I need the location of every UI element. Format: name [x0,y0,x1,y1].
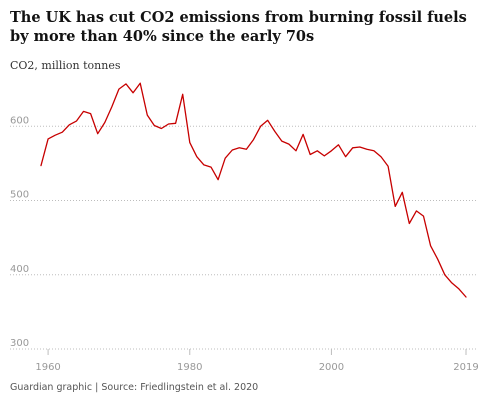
y-tick-label-500: 500 [10,190,29,201]
chart-title: The UK has cut CO2 emissions from burnin… [10,9,467,45]
x-tick-label-1980: 1980 [177,362,202,373]
source-credit: Guardian graphic | Source: Friedlingstei… [10,382,259,393]
x-axis-ticks: 1960 1980 2000 2019 [35,349,479,373]
gridlines [10,125,478,350]
y-axis-tick-labels: 300 400 500 600 [10,115,29,349]
x-tick-label-1960: 1960 [35,362,60,373]
co2-emissions-line [40,82,467,298]
x-tick-label-2019: 2019 [453,362,478,373]
y-tick-label-300: 300 [10,338,29,349]
x-tick-label-2000: 2000 [319,362,344,373]
y-tick-label-400: 400 [10,264,29,275]
y-tick-label-600: 600 [10,115,29,126]
y-axis-unit-label: CO2, million tonnes [10,59,121,72]
series-layer [40,82,467,298]
